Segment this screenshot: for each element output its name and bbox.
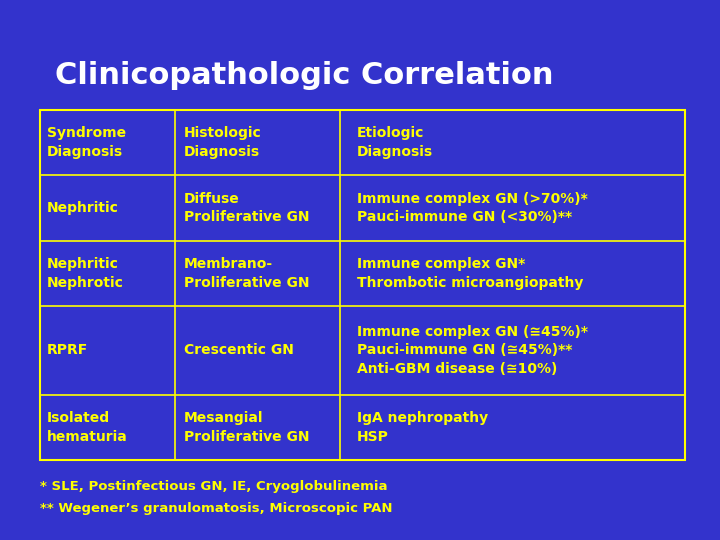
Text: Syndrome
Diagnosis: Syndrome Diagnosis bbox=[47, 126, 126, 159]
Text: Mesangial
Proliferative GN: Mesangial Proliferative GN bbox=[184, 411, 309, 443]
Text: RPRF: RPRF bbox=[47, 343, 88, 357]
Text: Histologic
Diagnosis: Histologic Diagnosis bbox=[184, 126, 261, 159]
Text: IgA nephropathy
HSP: IgA nephropathy HSP bbox=[357, 411, 488, 443]
Text: Diffuse
Proliferative GN: Diffuse Proliferative GN bbox=[184, 192, 309, 224]
Text: Etiologic
Diagnosis: Etiologic Diagnosis bbox=[357, 126, 433, 159]
Text: Nephritic: Nephritic bbox=[47, 201, 119, 215]
Text: Isolated
hematuria: Isolated hematuria bbox=[47, 411, 127, 443]
Bar bbox=[40, 110, 685, 460]
Text: ** Wegener’s granulomatosis, Microscopic PAN: ** Wegener’s granulomatosis, Microscopic… bbox=[40, 502, 392, 515]
Text: * SLE, Postinfectious GN, IE, Cryoglobulinemia: * SLE, Postinfectious GN, IE, Cryoglobul… bbox=[40, 480, 387, 493]
Text: Immune complex GN*
Thrombotic microangiopathy: Immune complex GN* Thrombotic microangio… bbox=[357, 257, 583, 289]
Text: Immune complex GN (≅45%)*
Pauci-immune GN (≅45%)**
Anti-GBM disease (≅10%): Immune complex GN (≅45%)* Pauci-immune G… bbox=[357, 325, 588, 376]
Text: Nephritic
Nephrotic: Nephritic Nephrotic bbox=[47, 257, 124, 289]
Text: Immune complex GN (>70%)*
Pauci-immune GN (<30%)**: Immune complex GN (>70%)* Pauci-immune G… bbox=[357, 192, 588, 224]
Text: Clinicopathologic Correlation: Clinicopathologic Correlation bbox=[55, 60, 554, 90]
Text: Crescentic GN: Crescentic GN bbox=[184, 343, 294, 357]
Text: Membrano-
Proliferative GN: Membrano- Proliferative GN bbox=[184, 257, 309, 289]
